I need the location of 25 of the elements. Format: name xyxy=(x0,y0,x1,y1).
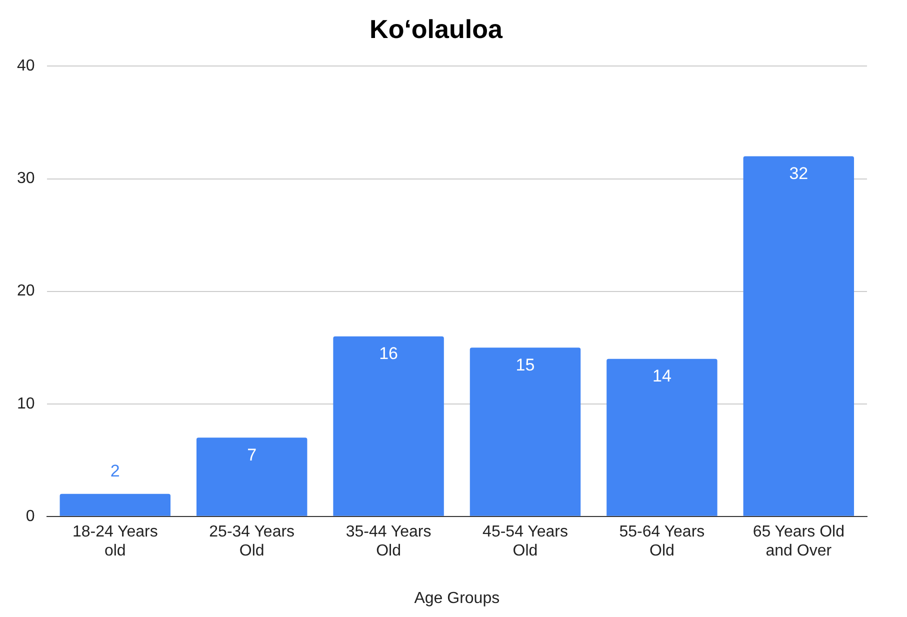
x-tick-label: 18-24 Years old xyxy=(72,523,158,560)
data-label: 14 xyxy=(652,366,672,386)
bar xyxy=(60,494,171,516)
y-tick-label: 30 xyxy=(17,170,35,188)
y-tick-label: 20 xyxy=(17,282,35,300)
bar xyxy=(606,358,718,516)
x-tick-label: 55-64 Years Old xyxy=(619,523,705,560)
data-label: 16 xyxy=(379,344,398,364)
data-label: 15 xyxy=(516,355,535,374)
bar xyxy=(333,336,444,516)
data-label: 2 xyxy=(110,462,120,481)
data-label: 32 xyxy=(789,164,808,183)
bar xyxy=(743,156,854,516)
x-tick-label: 35-44 Years Old xyxy=(346,523,432,560)
x-axis-title: Age Groups xyxy=(414,590,500,607)
bar xyxy=(196,438,308,516)
x-tick-label: 45-54 Years Old xyxy=(482,523,568,560)
y-tick-label: 40 xyxy=(17,58,35,75)
data-label: 7 xyxy=(247,445,257,464)
chart-title: Ko‘olauloa xyxy=(370,14,503,44)
bar xyxy=(470,348,581,516)
y-tick-label: 10 xyxy=(17,395,35,412)
x-tick-label: 65 Years Old and Over xyxy=(752,523,844,560)
x-tick-label: 25-34 Years Old xyxy=(209,523,295,560)
y-tick-label: 0 xyxy=(26,508,35,525)
